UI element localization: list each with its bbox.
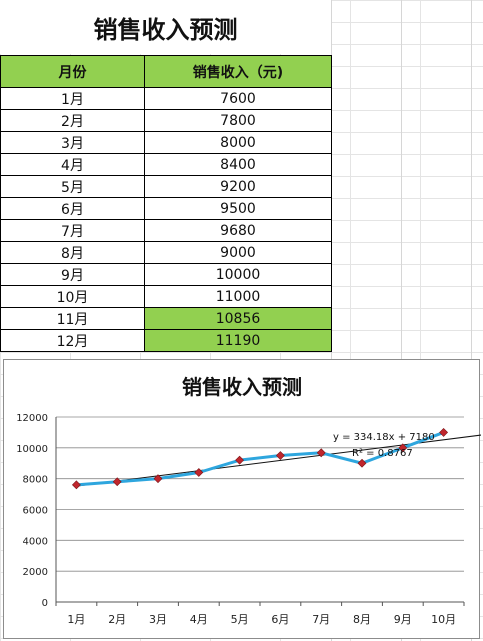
revenue-cell[interactable]: 11000 bbox=[144, 285, 332, 308]
table-row: 11月 10856 bbox=[0, 307, 332, 330]
data-point bbox=[153, 474, 163, 484]
y-tick-label: 4000 bbox=[23, 536, 48, 547]
revenue-cell[interactable]: 9000 bbox=[144, 241, 332, 264]
data-point bbox=[398, 443, 408, 453]
trendline bbox=[76, 434, 481, 487]
x-tick-label: 3月 bbox=[149, 613, 167, 626]
table-row: 6月 9500 bbox=[0, 197, 332, 220]
revenue-cell[interactable]: 10000 bbox=[144, 263, 332, 286]
month-cell[interactable]: 11月 bbox=[0, 307, 145, 330]
table-row: 3月 8000 bbox=[0, 131, 332, 154]
month-cell[interactable]: 3月 bbox=[0, 131, 145, 154]
trendline-r-squared: R² = 0.8767 bbox=[352, 448, 413, 459]
x-tick-label: 5月 bbox=[231, 613, 249, 626]
revenue-cell[interactable]: 8400 bbox=[144, 153, 332, 176]
table-header-row: 月份 销售收入（元) bbox=[0, 55, 332, 88]
table-row: 9月 10000 bbox=[0, 263, 332, 286]
series-line bbox=[76, 431, 445, 487]
table-row: 1月 7600 bbox=[0, 87, 332, 110]
data-point bbox=[194, 468, 204, 477]
x-tick-label: 2月 bbox=[108, 613, 126, 626]
sheet-title-cell[interactable]: 销售收入预测 bbox=[0, 0, 331, 54]
sheet-title: 销售收入预测 bbox=[93, 15, 238, 44]
y-tick-label: 2000 bbox=[23, 567, 48, 578]
x-tick-label: 9月 bbox=[394, 613, 412, 626]
data-point bbox=[357, 458, 367, 468]
x-tick-label: 7月 bbox=[312, 613, 330, 626]
data-point bbox=[275, 451, 285, 460]
table-row: 4月 8400 bbox=[0, 153, 332, 176]
x-tick-label: 8月 bbox=[353, 613, 371, 626]
x-tick-label: 10月 bbox=[431, 613, 456, 626]
forecast-revenue-cell[interactable]: 11190 bbox=[144, 329, 332, 352]
revenue-cell[interactable]: 9500 bbox=[144, 197, 332, 220]
month-cell[interactable]: 6月 bbox=[0, 197, 145, 220]
table-row: 8月 9000 bbox=[0, 241, 332, 264]
month-cell[interactable]: 2月 bbox=[0, 109, 145, 132]
x-tick-label: 4月 bbox=[190, 613, 208, 626]
sales-table: 月份 销售收入（元) 1月 7600 2月 7800 3月 8000 4月 84… bbox=[0, 55, 332, 352]
table-row: 7月 9680 bbox=[0, 219, 332, 242]
column-divider bbox=[401, 0, 402, 641]
x-tick-label: 6月 bbox=[271, 613, 289, 626]
revenue-cell[interactable]: 9680 bbox=[144, 219, 332, 242]
month-cell[interactable]: 12月 bbox=[0, 329, 145, 352]
table-row: 5月 9200 bbox=[0, 175, 332, 198]
month-cell[interactable]: 5月 bbox=[0, 175, 145, 198]
month-cell[interactable]: 8月 bbox=[0, 241, 145, 264]
chart-series bbox=[71, 427, 449, 490]
y-tick-label: 6000 bbox=[23, 506, 48, 517]
month-cell[interactable]: 10月 bbox=[0, 285, 145, 308]
month-cell[interactable]: 9月 bbox=[0, 263, 145, 286]
y-tick-label: 0 bbox=[42, 598, 48, 609]
table-row: 2月 7800 bbox=[0, 109, 332, 132]
revenue-cell[interactable]: 7600 bbox=[144, 87, 332, 110]
revenue-cell[interactable]: 8000 bbox=[144, 131, 332, 154]
y-tick-label: 12000 bbox=[16, 413, 48, 424]
chart-axes: 0 2000 4000 6000 8000 10000 12000 1月 2月 3月 4月 5月 6月 7… bbox=[16, 413, 465, 626]
chart-canvas: 销售收入预测 0 2000 4000 6000 8000 10000 12000 1月 2月 3月… bbox=[16, 375, 481, 626]
header-month[interactable]: 月份 bbox=[0, 55, 145, 88]
revenue-cell[interactable]: 9200 bbox=[144, 175, 332, 198]
data-point bbox=[71, 480, 81, 490]
trendline-equation: y = 334.18x + 7180 bbox=[333, 432, 435, 443]
y-tick-label: 10000 bbox=[16, 444, 48, 455]
chart-annotations: y = 334.18x + 7180 R² = 0.8767 bbox=[333, 432, 435, 459]
data-point bbox=[112, 477, 122, 487]
chart-trendline-group bbox=[76, 434, 481, 487]
table-row: 12月 11190 bbox=[0, 329, 332, 352]
data-point bbox=[235, 455, 245, 465]
month-cell[interactable]: 4月 bbox=[0, 153, 145, 176]
line-chart[interactable]: 销售收入预测 0 2000 4000 6000 8000 10000 12000 1月 2月 3月… bbox=[3, 359, 481, 639]
data-point bbox=[439, 427, 449, 437]
chart-title: 销售收入预测 bbox=[182, 375, 302, 399]
month-cell[interactable]: 1月 bbox=[0, 87, 145, 110]
forecast-revenue-cell[interactable]: 10856 bbox=[144, 307, 332, 330]
table-row: 10月 11000 bbox=[0, 285, 332, 308]
x-tick-label: 1月 bbox=[67, 613, 85, 626]
column-divider bbox=[471, 0, 472, 641]
data-point bbox=[316, 448, 326, 458]
month-cell[interactable]: 7月 bbox=[0, 219, 145, 242]
header-revenue[interactable]: 销售收入（元) bbox=[144, 55, 332, 88]
revenue-cell[interactable]: 7800 bbox=[144, 109, 332, 132]
y-tick-label: 8000 bbox=[23, 475, 48, 486]
